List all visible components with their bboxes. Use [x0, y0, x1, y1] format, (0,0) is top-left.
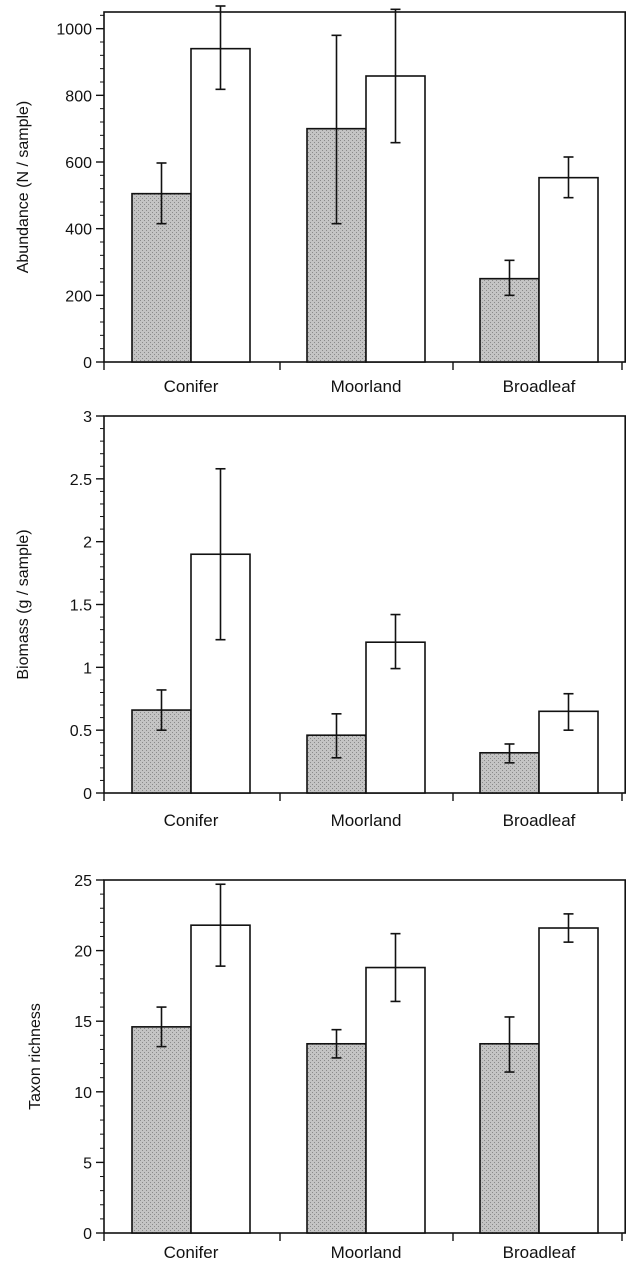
y-tick-label: 200 [65, 288, 92, 305]
error-bar-conifer-series-1 [156, 162, 167, 225]
y-tick-label: 10 [74, 1085, 92, 1102]
category-label-broadleaf: Broadleaf [503, 1243, 576, 1262]
y-tick-label: 600 [65, 155, 92, 172]
category-label-broadleaf: Broadleaf [503, 377, 576, 396]
taxon-richness-chart: 0 5 10 15 20 25 Taxon richness Conifer Moorland B… [27, 873, 626, 1262]
y-tick-label: 0 [83, 1226, 92, 1243]
error-bar-broadleaf-series-1 [504, 259, 515, 297]
y-tick-label: 25 [74, 873, 92, 890]
y-axis-title: Biomass (g / sample) [15, 529, 32, 679]
y-tick-label: 3 [83, 409, 92, 426]
bar-broadleaf-series-1 [479, 1042, 540, 1234]
category-label-conifer: Conifer [164, 811, 219, 830]
bar-moorland-series-2 [365, 966, 426, 1234]
error-bar-moorland-series-2 [390, 932, 401, 1003]
y-tick-label: 1000 [56, 22, 92, 39]
y-axis-title: Taxon richness [27, 1003, 44, 1110]
y-axis-title: Abundance (N / sample) [15, 101, 32, 274]
y-tick-label: 15 [74, 1014, 92, 1031]
bar-moorland-series-1 [306, 1042, 367, 1234]
biomass-chart: 0 0.5 1 1.5 2 2.5 3 Biomass (g / sample) Conifer… [15, 409, 626, 830]
category-label-moorland: Moorland [331, 377, 402, 396]
y-tick-label: 2.5 [70, 472, 92, 489]
error-bar-conifer-series-2 [215, 5, 226, 91]
error-bar-moorland-series-1 [331, 34, 342, 225]
error-bar-conifer-series-1 [156, 689, 167, 731]
error-bar-broadleaf-series-1 [504, 743, 515, 764]
bar-broadleaf-series-2 [538, 927, 599, 1234]
bar-conifer-series-1 [131, 1026, 192, 1234]
category-label-conifer: Conifer [164, 377, 219, 396]
error-bar-conifer-series-1 [156, 1006, 167, 1048]
bar-conifer-series-2 [190, 47, 251, 363]
y-tick-label: 0 [83, 355, 92, 372]
y-tick-label: 5 [83, 1155, 92, 1172]
y-tick-label: 0 [83, 786, 92, 803]
y-tick-label: 800 [65, 88, 92, 105]
y-tick-label: 20 [74, 944, 92, 961]
y-tick-label: 2 [83, 535, 92, 552]
y-tick-label: 1.5 [70, 598, 92, 615]
error-bar-broadleaf-series-2 [563, 913, 574, 943]
error-bar-broadleaf-series-2 [563, 156, 574, 199]
bar-broadleaf-series-2 [538, 176, 599, 363]
error-bar-moorland-series-2 [390, 613, 401, 670]
category-label-conifer: Conifer [164, 1243, 219, 1262]
category-label-moorland: Moorland [331, 1243, 402, 1262]
y-tick-label: 400 [65, 222, 92, 239]
y-tick-label: 0.5 [70, 723, 92, 740]
error-bar-conifer-series-2 [215, 883, 226, 967]
y-tick-label: 1 [83, 660, 92, 677]
error-bar-broadleaf-series-1 [504, 1016, 515, 1073]
bar-conifer-series-2 [190, 924, 251, 1234]
category-label-broadleaf: Broadleaf [503, 811, 576, 830]
error-bar-moorland-series-1 [331, 713, 342, 759]
error-bar-conifer-series-2 [215, 467, 226, 641]
error-bar-broadleaf-series-2 [563, 692, 574, 731]
error-bar-moorland-series-2 [390, 8, 401, 144]
error-bar-moorland-series-1 [331, 1028, 342, 1059]
category-label-moorland: Moorland [331, 811, 402, 830]
abundance-chart: 0 200 400 600 800 1000 Abundance (N / sample) C… [15, 5, 626, 396]
